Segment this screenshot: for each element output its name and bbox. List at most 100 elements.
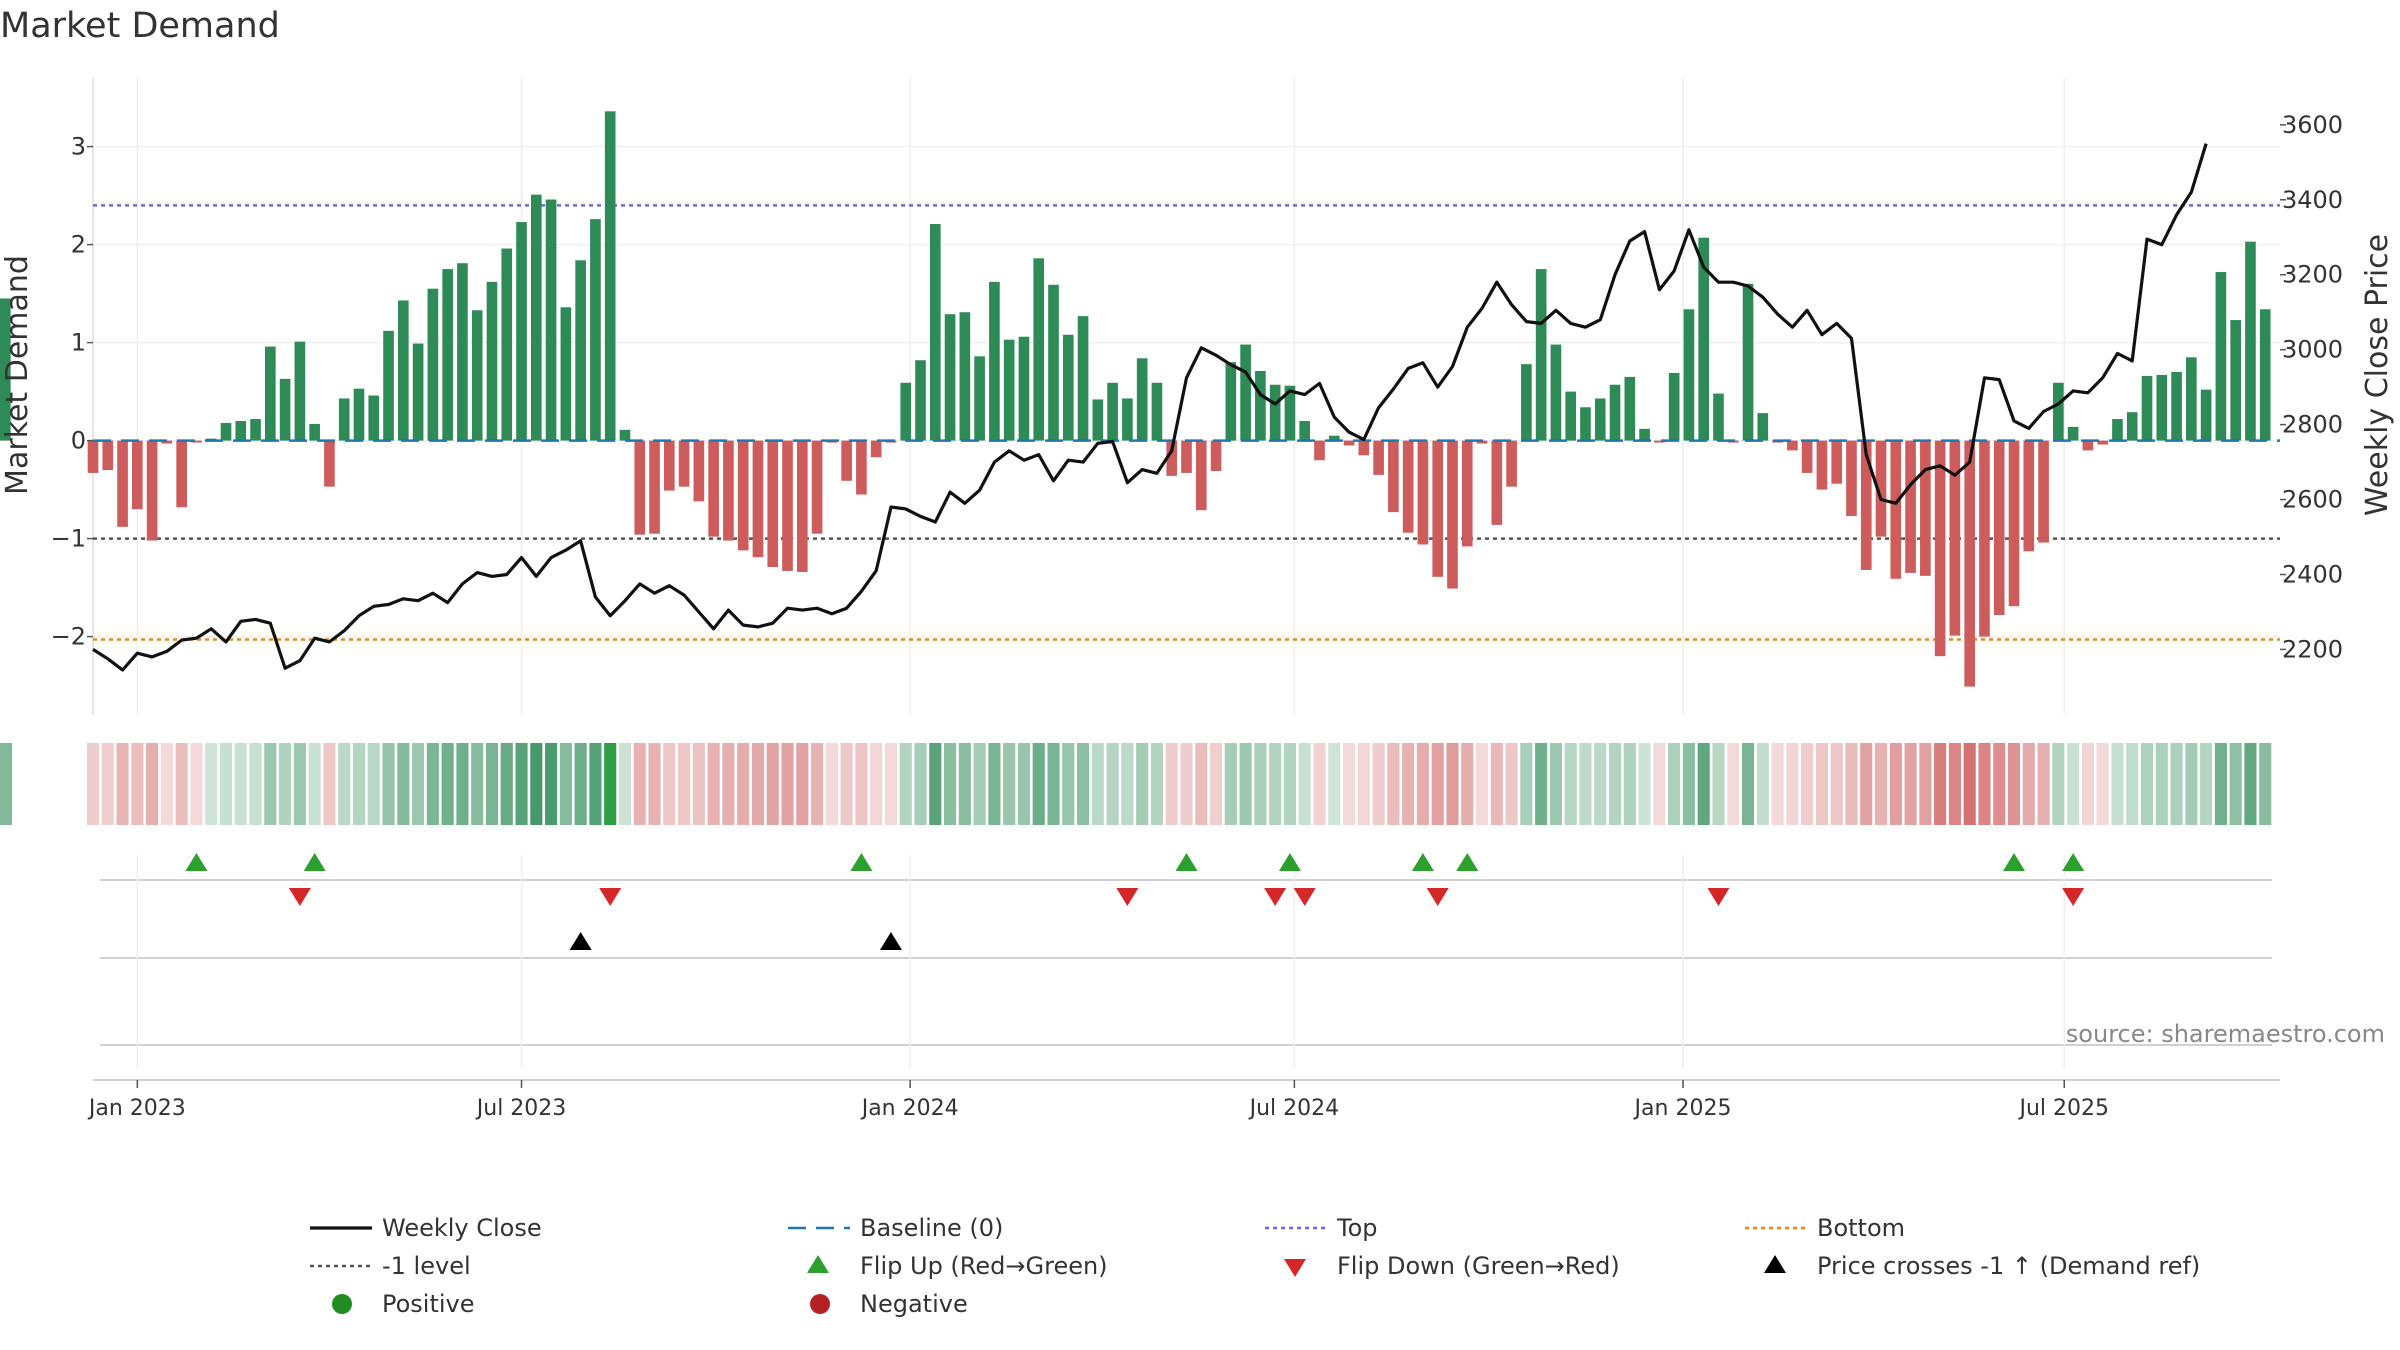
demand-bar bbox=[1905, 440, 1916, 573]
heat-cell bbox=[1594, 743, 1607, 825]
demand-bar bbox=[412, 343, 424, 441]
demand-bar bbox=[575, 260, 586, 441]
demand-bar bbox=[132, 440, 143, 510]
heat-cell bbox=[1860, 743, 1873, 825]
legend-item-top: Top bbox=[1265, 1214, 1378, 1242]
heat-cell bbox=[175, 743, 188, 825]
heat-cell bbox=[1077, 743, 1090, 825]
demand-bar bbox=[1609, 384, 1621, 441]
flip-up-marker bbox=[850, 853, 873, 871]
legend-swatch bbox=[1284, 1259, 1306, 1277]
demand-bar bbox=[1949, 440, 1961, 636]
heat-cell bbox=[485, 743, 499, 825]
heat-cell bbox=[1549, 743, 1562, 825]
demand-bar bbox=[2259, 309, 2271, 441]
legend-swatch bbox=[332, 1294, 352, 1314]
demand-bar bbox=[1284, 385, 1296, 441]
date-axis-ticks: Jan 2023 Jul 2023 Jan 2024 Jul 2024 Jan 2025… bbox=[87, 1080, 2109, 1121]
demand-bar bbox=[457, 263, 468, 441]
demand-bar bbox=[87, 440, 99, 473]
heat-cell bbox=[2126, 743, 2139, 825]
heat-cell bbox=[1416, 743, 1429, 825]
demand-bar bbox=[383, 330, 394, 441]
heat-cell bbox=[1830, 743, 1843, 825]
heat-cell bbox=[1741, 743, 1755, 825]
demand-bar bbox=[1506, 440, 1517, 487]
demand-bar bbox=[2230, 320, 2241, 441]
heat-cell bbox=[323, 743, 336, 825]
heat-cell bbox=[1874, 743, 1888, 825]
demand-bar bbox=[1402, 440, 1414, 533]
demand-bar bbox=[678, 440, 690, 487]
demand-bar bbox=[471, 310, 483, 441]
heat-cell bbox=[1490, 743, 1503, 825]
heat-cell bbox=[1313, 743, 1326, 825]
demand-bar bbox=[1269, 384, 1281, 441]
left-axis-label: Market Demand bbox=[0, 255, 35, 495]
heat-cell bbox=[1845, 743, 1858, 825]
demand-bar bbox=[1181, 440, 1192, 473]
heat-cell bbox=[2022, 743, 2035, 825]
demand-bar bbox=[1018, 336, 1030, 441]
heat-cell bbox=[944, 743, 957, 825]
demand-bar bbox=[1683, 309, 1695, 441]
heat-cell bbox=[471, 743, 484, 825]
heat-cell bbox=[160, 743, 173, 825]
demand-bar bbox=[2245, 241, 2256, 441]
demand-bar bbox=[944, 314, 956, 441]
heat-cell bbox=[958, 743, 971, 825]
heat-cell bbox=[2037, 743, 2050, 825]
demand-bar bbox=[1624, 376, 1636, 441]
demand-bar bbox=[279, 378, 291, 441]
demand-bar bbox=[619, 429, 631, 441]
heat-cell bbox=[2111, 743, 2124, 825]
legend-label: Positive bbox=[382, 1290, 475, 1318]
heat-cell bbox=[825, 743, 838, 825]
legend-label: Top bbox=[1336, 1214, 1378, 1242]
demand-bar bbox=[368, 395, 380, 441]
demand-bar bbox=[117, 440, 128, 527]
heat-cell bbox=[1993, 743, 2006, 825]
demand-bar bbox=[1713, 393, 1724, 441]
heat-cell bbox=[0, 743, 13, 825]
heat-cell bbox=[456, 743, 469, 825]
demand-bar bbox=[1860, 440, 1872, 570]
heat-cell bbox=[86, 743, 100, 825]
demand-bar bbox=[782, 440, 793, 571]
flip-down-marker bbox=[288, 888, 311, 906]
date-tick-label: Jan 2023 bbox=[87, 1096, 186, 1121]
legend-label: Negative bbox=[860, 1290, 968, 1318]
heat-cell bbox=[899, 743, 912, 825]
demand-bar bbox=[1048, 284, 1059, 441]
heat-cell bbox=[2259, 743, 2272, 825]
legend-swatch bbox=[810, 1294, 830, 1314]
heat-cell bbox=[1934, 743, 1947, 825]
legend-item-flip-up: Flip Up (Red→Green) bbox=[807, 1252, 1108, 1280]
demand-bar bbox=[397, 300, 409, 441]
demand-bar bbox=[2215, 272, 2227, 441]
flip-down-marker bbox=[1293, 888, 1316, 906]
demand-bar bbox=[2186, 357, 2197, 441]
weekly-close-line bbox=[92, 143, 2280, 672]
flip-down-marker bbox=[1426, 888, 1449, 906]
heat-cell bbox=[264, 743, 277, 825]
right-tick-label: 3600 bbox=[2282, 111, 2343, 139]
legend-label: -1 level bbox=[382, 1252, 471, 1280]
heat-cell bbox=[1121, 743, 1134, 825]
demand-bar bbox=[1550, 344, 1562, 441]
left-axis-ticks: 3 2 1 0 −1 −2 bbox=[51, 133, 93, 651]
legend-label: Price crosses -1 ↑ (Demand ref) bbox=[1817, 1252, 2200, 1280]
demand-bar bbox=[649, 440, 660, 534]
heat-cell bbox=[382, 743, 395, 825]
demand-bar bbox=[2200, 389, 2212, 441]
heat-cell bbox=[545, 743, 558, 825]
demand-bar bbox=[560, 307, 572, 441]
legend-item-price-cross: Price crosses -1 ↑ (Demand ref) bbox=[1764, 1252, 2200, 1280]
heat-cell bbox=[219, 743, 233, 825]
demand-bar bbox=[501, 248, 513, 441]
heat-cell bbox=[1328, 743, 1341, 825]
demand-bar bbox=[870, 440, 882, 458]
demand-bar bbox=[1388, 440, 1399, 513]
demand-bar bbox=[1358, 440, 1370, 456]
heat-cell bbox=[1727, 743, 1740, 825]
